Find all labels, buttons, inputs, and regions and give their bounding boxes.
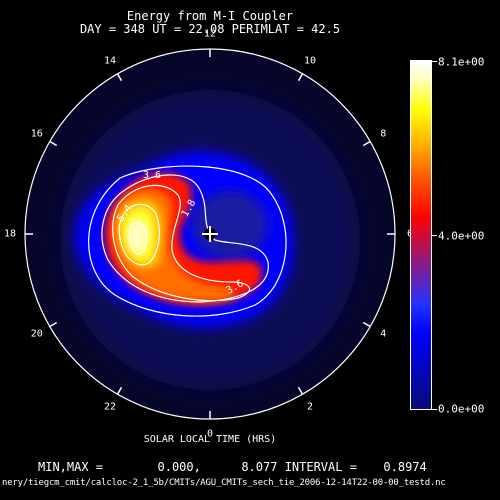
- hour-tick-8: [362, 140, 371, 147]
- colorbar: [410, 60, 432, 410]
- hour-label-2: 2: [306, 401, 314, 413]
- min-max-label: MIN,MAX =: [38, 460, 104, 474]
- hour-label-10: 10: [303, 55, 317, 67]
- plot-title: Energy from M-I Coupler: [126, 9, 294, 23]
- colorbar-tick: [432, 409, 437, 410]
- peak-zone: [128, 220, 148, 252]
- colorbar-mid-label: 4.0e+00: [438, 229, 485, 243]
- hour-label-22: 22: [103, 401, 117, 413]
- colorbar-min-label: 0.0e+00: [438, 402, 485, 416]
- interval-value: 0.8974: [383, 460, 427, 474]
- contour-5.4: [118, 203, 160, 266]
- x-axis-label: SOLAR LOCAL TIME (HRS): [143, 434, 277, 445]
- hour-ticks: [25, 49, 395, 419]
- file-path: nery/tiegcm_cmit/calcloc-2_1_5b/CMITs/AG…: [2, 478, 446, 488]
- hour-label-14: 14: [103, 55, 117, 67]
- colorbar-tick: [432, 235, 437, 236]
- hour-tick-2: [297, 386, 304, 395]
- hour-label-18: 18: [3, 228, 17, 240]
- hour-tick-4: [362, 321, 371, 328]
- hour-label-8: 8: [380, 128, 387, 140]
- pole-marker: [202, 226, 218, 242]
- contour-0.9: [88, 165, 287, 317]
- hour-label-12: 12: [203, 28, 217, 40]
- stats-line: MIN,MAX = 0.000, 8.077 INTERVAL = 0.8974: [38, 460, 427, 474]
- interval-label: INTERVAL =: [284, 460, 357, 474]
- plot-subtitle: DAY = 348 UT = 22.08 PERIMLAT = 42.5: [79, 22, 341, 36]
- hour-tick-14: [116, 73, 123, 82]
- hour-label-4: 4: [380, 328, 387, 340]
- colorbar-max-label: 8.1e+00: [438, 55, 485, 69]
- hour-label-0: 0: [206, 428, 214, 440]
- hour-label-16: 16: [30, 128, 43, 140]
- contour-label: 3.6: [143, 170, 162, 181]
- hour-label-20: 20: [30, 328, 43, 340]
- contour-lines: [88, 165, 287, 317]
- contour-1.8: [101, 174, 269, 303]
- contour-7.2: [128, 222, 148, 255]
- hour-tick-10: [297, 73, 304, 82]
- hour-tick-16: [49, 140, 58, 147]
- contour-3.6: [112, 184, 250, 302]
- min-value: 0.000,: [157, 460, 201, 474]
- hour-tick-22: [116, 386, 123, 395]
- colorbar-tick: [432, 61, 437, 62]
- hour-tick-20: [49, 321, 58, 328]
- max-value: 8.077: [241, 460, 278, 474]
